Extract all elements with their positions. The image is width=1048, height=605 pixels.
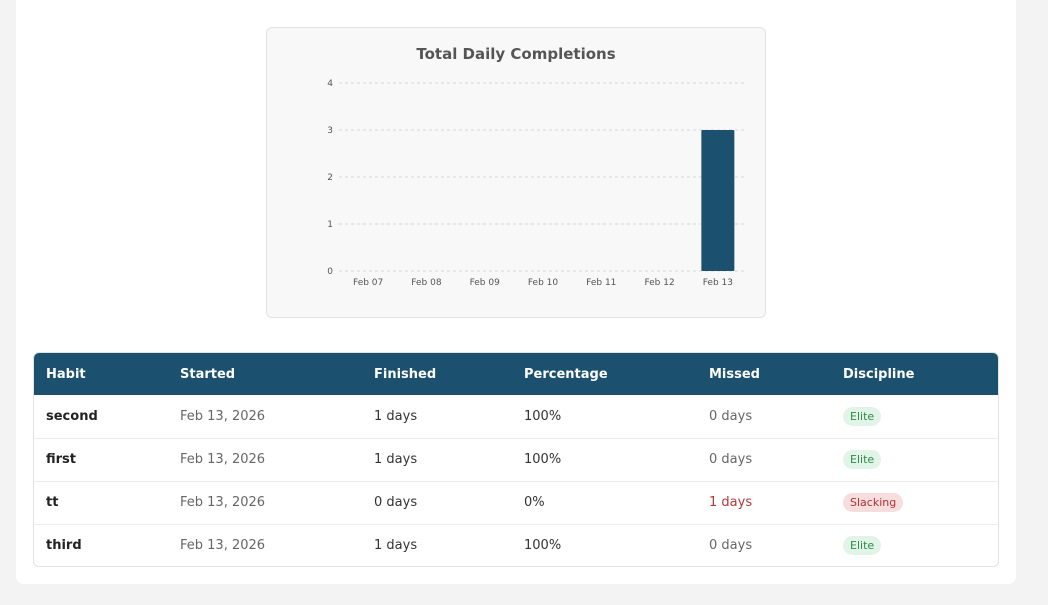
- finished-count: 0 days: [374, 495, 418, 510]
- main-card: Total Daily Completions 0 1 2 3 4 Feb 07 Feb 0…: [16, 0, 1016, 584]
- missed-count: 1 days: [709, 495, 753, 510]
- discipline-badge: Elite: [843, 536, 882, 556]
- missed-count: 0 days: [709, 408, 753, 424]
- x-tick-label: Feb 10: [528, 278, 559, 288]
- y-tick-label: 3: [327, 126, 333, 136]
- discipline-badge: Elite: [843, 450, 882, 469]
- x-tick-label: Feb 12: [644, 278, 674, 288]
- y-tick-label: 4: [327, 79, 333, 89]
- column-header-discipline[interactable]: Discipline: [843, 366, 915, 382]
- habit-name: second: [46, 408, 98, 424]
- habit-name: first: [46, 452, 76, 467]
- x-tick-label: Feb 13: [703, 278, 733, 288]
- chart-title: Total Daily Completions: [416, 45, 616, 63]
- daily-completions-chart: Total Daily Completions 0 1 2 3 4 Feb 07 Feb 0…: [266, 27, 766, 318]
- chart-plot: 0 1 2 3 4 Feb 07 Feb 08 Feb 09 Feb 10 Feb 11 Feb 1…: [327, 79, 747, 288]
- started-date: Feb 13, 2026: [180, 495, 266, 510]
- y-tick-label: 1: [327, 220, 333, 230]
- table-row: second Feb 13, 2026 1 days 100% 0 days E…: [34, 395, 998, 438]
- habit-name: third: [46, 538, 82, 554]
- discipline-badge: Slacking: [843, 493, 904, 512]
- column-header-finished[interactable]: Finished: [374, 366, 437, 382]
- bar: [701, 130, 735, 271]
- column-header-started[interactable]: Started: [180, 366, 236, 382]
- started-date: Feb 13, 2026: [180, 452, 266, 467]
- percentage-value: 100%: [524, 452, 562, 467]
- column-header-habit[interactable]: Habit: [46, 366, 86, 382]
- y-tick-label: 2: [327, 173, 333, 183]
- x-tick-label: Feb 11: [586, 278, 616, 288]
- x-tick-label: Feb 08: [411, 278, 442, 288]
- percentage-value: 100%: [524, 408, 562, 424]
- x-tick-label: Feb 07: [353, 278, 383, 288]
- table-row: tt Feb 13, 2026 0 days 0% 1 days Slackin…: [34, 481, 998, 524]
- started-date: Feb 13, 2026: [180, 538, 266, 554]
- table-row: first Feb 13, 2026 1 days 100% 0 days El…: [34, 438, 998, 481]
- column-header-percentage[interactable]: Percentage: [524, 366, 608, 382]
- finished-count: 1 days: [374, 452, 418, 467]
- table-row: third Feb 13, 2026 1 days 100% 0 days El…: [34, 524, 998, 566]
- column-header-missed[interactable]: Missed: [709, 366, 760, 382]
- discipline-badge: Elite: [843, 406, 882, 426]
- percentage-value: 100%: [524, 538, 562, 554]
- percentage-value: 0%: [524, 495, 545, 510]
- started-date: Feb 13, 2026: [180, 408, 266, 424]
- missed-count: 0 days: [709, 452, 753, 467]
- habit-table: Habit Started Finished Percentage Missed…: [33, 352, 999, 567]
- finished-count: 1 days: [374, 538, 418, 554]
- table-header-row: Habit Started Finished Percentage Missed…: [34, 353, 998, 395]
- missed-count: 0 days: [709, 538, 753, 554]
- y-tick-label: 0: [327, 267, 333, 277]
- habit-name: tt: [46, 495, 59, 510]
- finished-count: 1 days: [374, 408, 418, 424]
- x-tick-label: Feb 09: [470, 278, 501, 288]
